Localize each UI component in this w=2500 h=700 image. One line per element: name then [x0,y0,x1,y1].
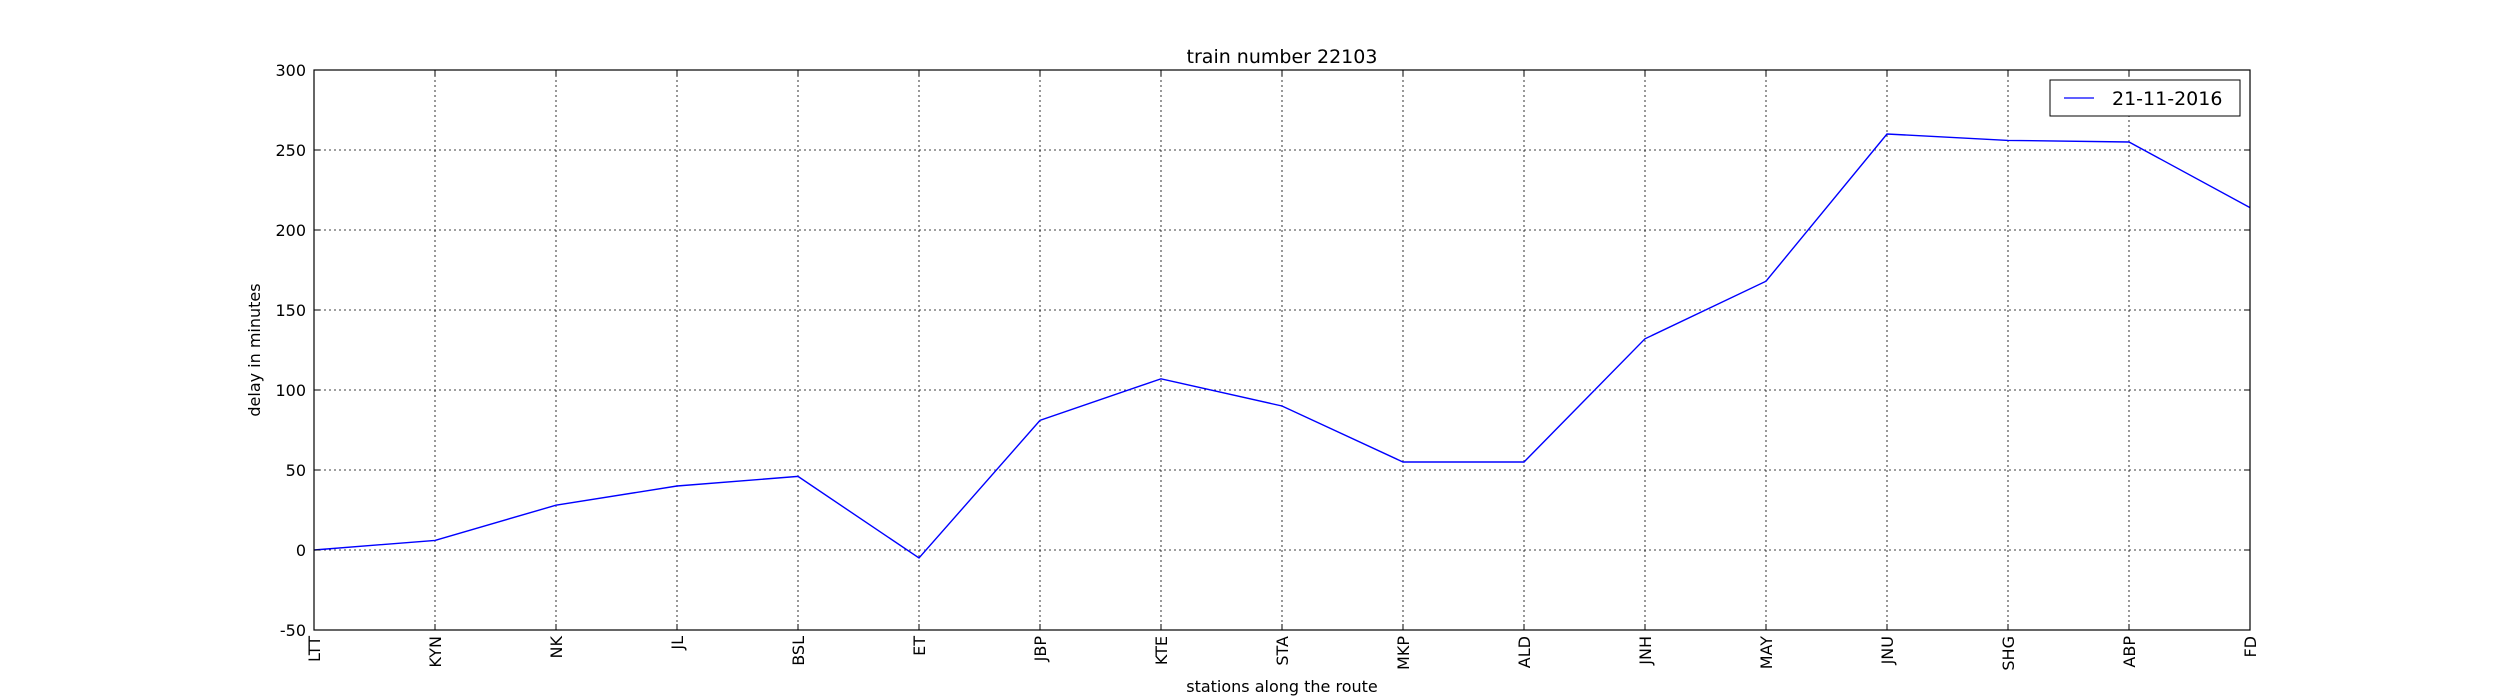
y-tick-label: -50 [280,621,306,640]
grid-lines [314,70,2250,630]
x-tick-label: JNU [1878,636,1897,665]
y-tick-label: 100 [275,381,306,400]
series-line [313,133,2251,559]
y-tick-label: 0 [296,541,306,560]
x-tick-label: KYN [426,636,445,668]
x-tick-label: FD [2241,636,2260,658]
y-tick-label: 50 [286,461,306,480]
x-tick-label: ABP [2120,636,2139,668]
x-tick-label: JNH [1636,636,1655,666]
x-tick-label: LTT [305,636,324,662]
x-tick-label: MKP [1394,636,1413,670]
y-tick-label: 300 [275,61,306,80]
x-axis-label: stations along the route [1186,677,1378,696]
x-tick-label: ALD [1515,636,1534,668]
y-tick-label: 150 [275,301,306,320]
legend-label: 21-11-2016 [2112,88,2222,110]
y-axis-label: delay in minutes [245,283,264,416]
y-tick-label: 200 [275,221,306,240]
x-tick-label: SHG [1999,636,2018,671]
x-tick-label: BSL [789,636,808,666]
series-lines [313,133,2251,559]
x-tick-label: STA [1273,636,1292,666]
x-tick-label: JBP [1031,636,1050,663]
x-tick-label: JL [668,636,687,651]
chart-title: train number 22103 [1187,46,1378,68]
legend: 21-11-2016 [2049,79,2241,117]
x-tick-label: MAY [1757,636,1776,670]
x-tick-label: ET [910,636,929,656]
axis-ticks: LTT KYN NK JL BSL ET JBP KTE STA MKP ALD JNH MAY JNU S… [275,61,2260,671]
y-tick-label: 250 [275,141,306,160]
x-tick-label: KTE [1152,636,1171,665]
x-tick-label: NK [547,636,566,659]
